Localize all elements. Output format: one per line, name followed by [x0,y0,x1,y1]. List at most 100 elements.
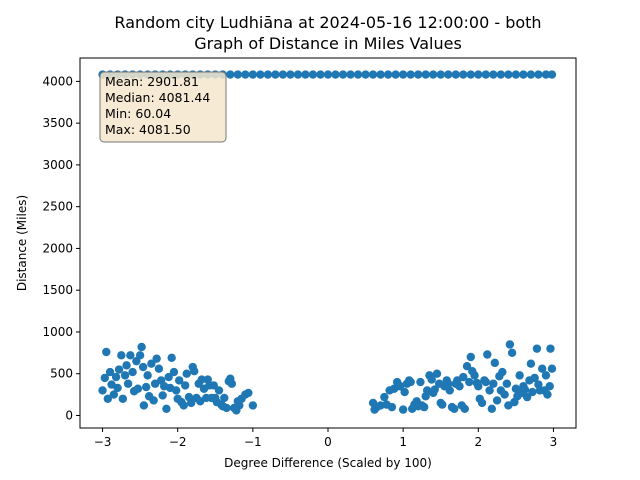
data-point [547,364,557,373]
data-point [451,70,460,79]
data-point [541,70,551,79]
data-point [483,350,492,359]
data-point [444,70,453,79]
data-point [430,385,439,394]
data-point [222,403,231,413]
data-point [175,376,184,385]
y-axis-label: Distance (Miles) [15,195,29,291]
data-point [143,371,152,380]
x-tick-label: −1 [244,435,262,449]
data-point [498,367,507,377]
data-point [490,358,500,368]
data-point [105,367,115,377]
data-point [391,70,400,79]
data-point [169,367,179,377]
y-tick-label: 0 [65,408,73,422]
data-point [241,70,250,79]
data-point [429,70,438,79]
data-point [187,398,196,408]
data-point [111,372,121,382]
data-point [152,354,161,363]
data-point [118,394,128,403]
data-point [462,361,472,371]
data-point [338,70,348,79]
data-point [248,70,258,79]
data-point [263,70,273,79]
data-point [421,70,430,79]
data-point [100,373,110,383]
data-point [181,381,190,390]
y-tick-label: 1500 [42,283,73,297]
data-point [492,396,502,405]
y-tick-label: 500 [50,367,73,381]
data-point [158,391,167,400]
data-point [133,384,143,393]
data-point [400,387,409,397]
data-point [128,367,137,377]
data-point [505,340,515,349]
data-point [171,386,181,395]
stats-max: Max: 4081.50 [105,122,191,137]
data-point [502,379,512,388]
x-axis-label: Degree Difference (Scaled by 100) [224,456,432,470]
chart-title-line1: Random city Ludhiāna at 2024-05-16 12:00… [114,13,541,32]
data-point [500,390,509,399]
data-point [308,70,318,79]
data-point [515,371,524,380]
data-point [126,351,135,360]
y-tick-label: 2000 [42,241,73,255]
data-point [528,387,537,397]
data-point [182,369,191,378]
data-point [380,392,389,402]
data-point [474,382,483,391]
x-tick-label: 1 [399,435,407,449]
data-point [301,70,310,79]
data-point [511,384,521,393]
data-point [511,70,521,79]
data-point [406,377,415,387]
data-point [532,344,542,353]
data-point [278,70,288,79]
data-point [109,390,119,399]
data-point [346,70,355,79]
y-tick-label: 2500 [42,200,73,214]
stats-mean: Mean: 2901.81 [105,74,199,89]
data-point [419,402,429,412]
stats-min: Min: 60.04 [105,106,171,121]
data-point [316,70,325,79]
data-point [235,401,244,410]
data-point [353,70,363,79]
data-point [474,70,483,79]
data-point [117,351,126,360]
data-point [481,377,491,387]
y-tick-label: 3000 [42,158,73,172]
data-point [114,365,124,374]
y-tick-label: 3500 [42,116,73,130]
data-point [530,373,539,383]
data-point [438,400,447,409]
data-point [398,70,408,79]
data-point [293,70,303,79]
data-point [496,70,506,79]
data-point [459,70,468,79]
data-point [138,362,148,372]
data-point [122,361,131,370]
x-tick-label: −3 [94,435,112,449]
data-point [537,364,547,373]
data-point [413,70,423,79]
stats-box: Mean: 2901.81 Median: 4081.44 Min: 60.04… [99,71,227,143]
data-point [541,371,551,380]
data-point [149,396,158,405]
data-point [197,375,206,384]
data-point [376,70,385,79]
data-point [227,379,237,388]
data-point [248,401,258,410]
data-point [460,404,469,413]
data-point [226,70,235,79]
data-point [477,398,487,408]
data-point [504,70,513,79]
data-point [154,364,164,373]
data-point [98,386,107,395]
data-point [162,404,171,413]
data-point [466,352,475,362]
